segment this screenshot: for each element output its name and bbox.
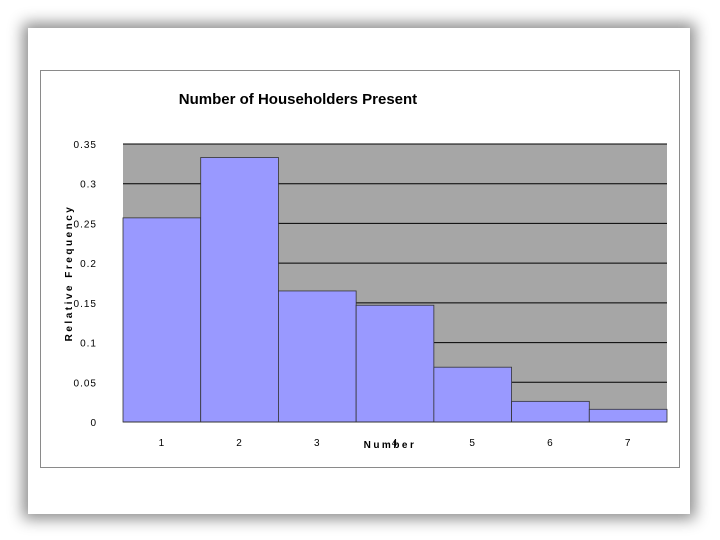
bar [433,366,512,423]
chart-frame: Number of Householders Present 0 0.05 0.1 0… [40,70,680,468]
y-tick-label: 0.25 [74,219,97,230]
y-axis-label: Relative Frequency [64,205,75,342]
x-tick-label: 3 [314,438,321,449]
bar [278,290,357,423]
slide: Number of Householders Present 0 0.05 0.1 0… [28,28,690,514]
histogram-chart: Number of Householders Present 00.050.10… [64,91,668,451]
x-tick-label: 2 [236,438,243,449]
x-tick-label: 7 [625,438,632,449]
y-tick-label: 0.3 [80,180,97,191]
bar [200,157,279,423]
bar [355,304,435,423]
y-tick-label: 0.1 [80,339,97,350]
y-tick-label: 0.15 [74,299,97,310]
y-tick-label: 0.35 [74,140,97,151]
x-tick-label: 6 [547,438,554,449]
bar [122,217,202,423]
y-tick-label: 0 [90,418,97,429]
x-tick-label: 4 [392,438,399,449]
y-tick-label: 0.05 [74,378,97,389]
bar [511,400,590,423]
x-tick-label: 5 [469,438,476,449]
x-tick-label: 1 [159,438,166,449]
bar [588,408,668,423]
plot-area: 0 0.05 0.1 0.15 0.2 0.25 0.3 0.35 1 2 3 4 5 6 7 [74,140,668,449]
chart-title: Number of Householders Present [179,91,417,108]
x-axis-label: Number [364,440,417,451]
y-tick-label: 0.2 [80,259,97,270]
